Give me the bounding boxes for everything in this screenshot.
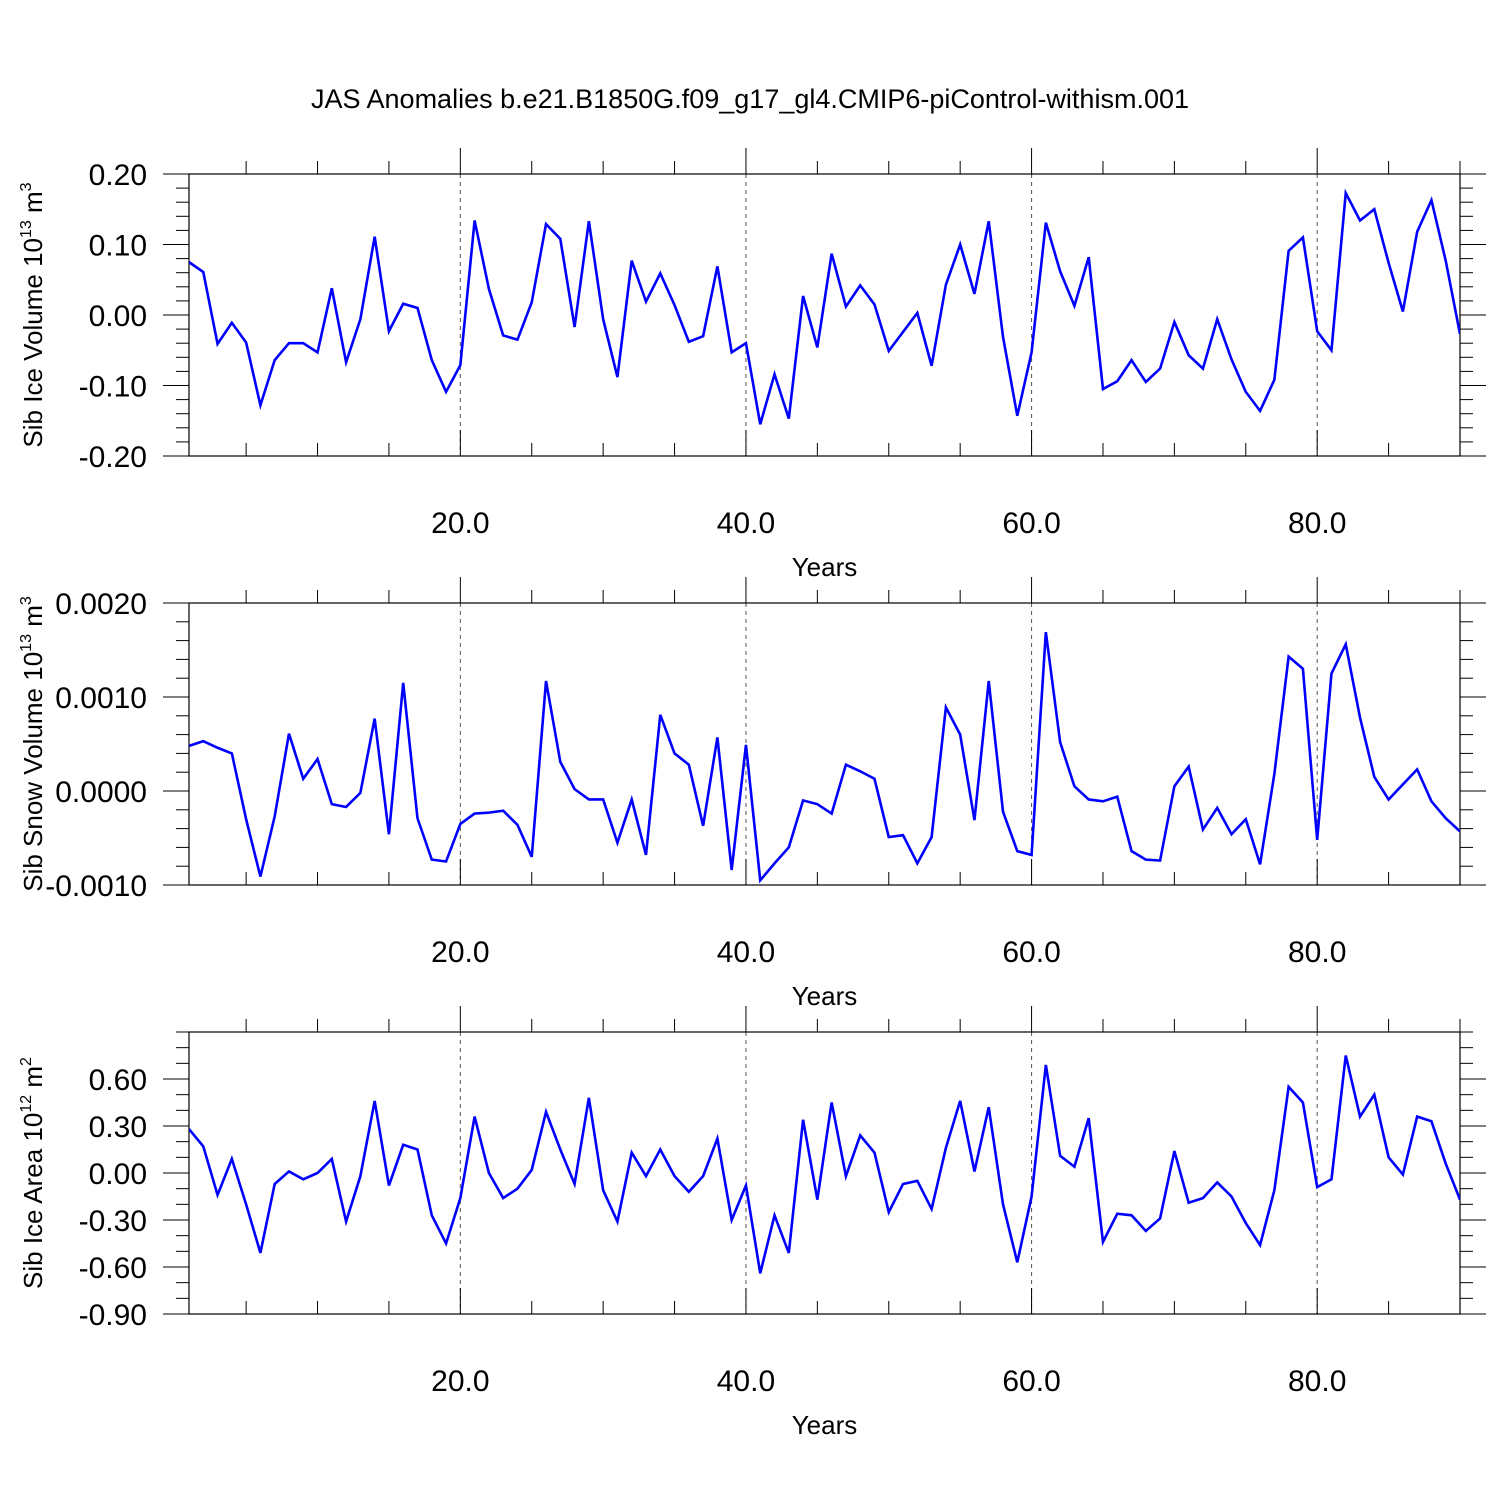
- y-tick-label: 0.00: [89, 1158, 147, 1191]
- y-tick-label: 0.30: [89, 1111, 147, 1144]
- series-line: [189, 1055, 1460, 1274]
- page-title: JAS Anomalies b.e21.B1850G.f09_g17_gl4.C…: [311, 84, 1189, 114]
- y-axis-label: Sib Ice Area 1012 m2: [18, 1057, 48, 1289]
- x-tick-label: 40.0: [717, 936, 775, 969]
- plot-frame: [188, 173, 1461, 457]
- y-tick-label: -0.30: [79, 1205, 147, 1238]
- y-tick-label: -0.90: [79, 1299, 147, 1332]
- y-tick-label: -0.20: [79, 441, 147, 474]
- y-tick-label: 0.0010: [55, 682, 147, 715]
- x-axis-label: Years: [792, 552, 858, 582]
- y-tick-label: -0.10: [79, 371, 147, 404]
- x-axis-label: Years: [792, 1410, 858, 1440]
- x-tick-label: 80.0: [1288, 1365, 1346, 1398]
- y-tick-label: 0.0000: [55, 776, 147, 809]
- x-tick-label: 80.0: [1288, 936, 1346, 969]
- chart-panel-2: -0.0010 0.0000 0.0010 0.0020 20.0 40.0 60.0 80.…: [18, 577, 1486, 1011]
- plot-frame: [188, 1031, 1461, 1315]
- x-tick-label: 60.0: [1002, 936, 1060, 969]
- x-tick-label: 20.0: [431, 1365, 489, 1398]
- x-tick-label: 20.0: [431, 936, 489, 969]
- x-axis-label: Years: [792, 981, 858, 1011]
- chart-panel-1: -0.20 -0.10 0.00 0.10 0.20 20.0 40.0 60.0 80.0 Ye…: [18, 148, 1486, 582]
- x-tick-label: 20.0: [431, 507, 489, 540]
- x-tick-label: 40.0: [717, 1365, 775, 1398]
- chart-panel-3: -0.90 -0.60 -0.30 0.00 0.30 0.60 20.0 40.0 60.0 8…: [18, 1006, 1486, 1440]
- x-tick-label: 40.0: [717, 507, 775, 540]
- y-tick-label: 0.00: [89, 300, 147, 333]
- x-tick-label: 80.0: [1288, 507, 1346, 540]
- y-tick-label: -0.0010: [45, 870, 147, 903]
- x-tick-label: 60.0: [1002, 1365, 1060, 1398]
- y-tick-label: 0.60: [89, 1064, 147, 1097]
- y-tick-label: -0.60: [79, 1252, 147, 1285]
- series-line: [189, 631, 1460, 884]
- x-tick-label: 60.0: [1002, 507, 1060, 540]
- y-tick-label: 0.10: [89, 230, 147, 263]
- y-axis-label: Sib Ice Volume 1013 m3: [18, 182, 48, 447]
- plot-frame: [188, 602, 1461, 886]
- y-tick-label: 0.0020: [55, 588, 147, 621]
- series-line: [189, 188, 1460, 425]
- y-axis-label: Sib Snow Volume 1013 m3: [18, 596, 48, 892]
- y-tick-label: 0.20: [89, 159, 147, 192]
